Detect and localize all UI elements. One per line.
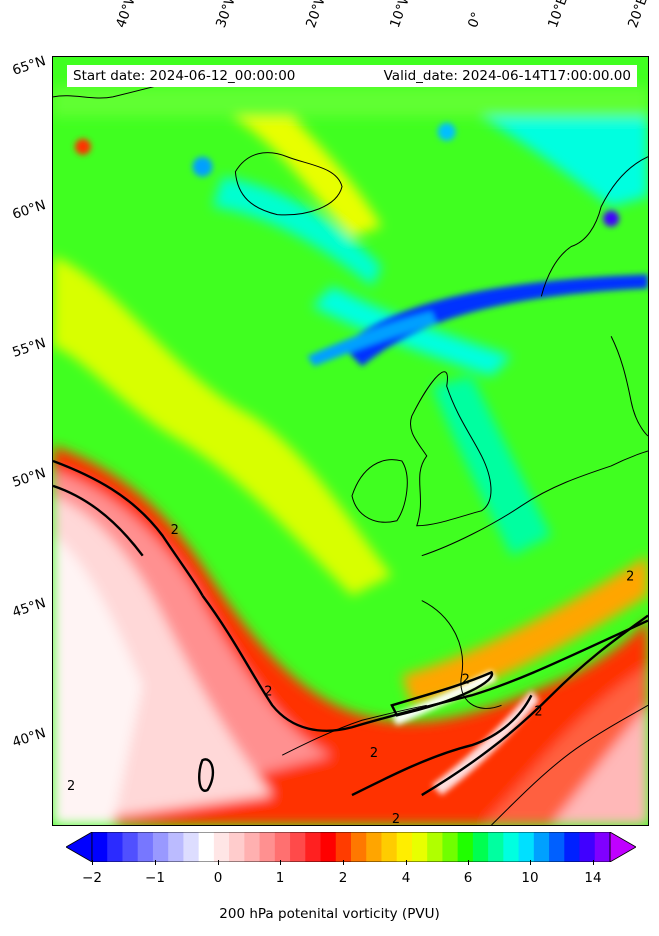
colorbar-tickmark bbox=[343, 860, 344, 865]
colorbar-swatch bbox=[396, 832, 413, 862]
contour-label-2: 2 bbox=[264, 684, 272, 699]
colorbar-swatch bbox=[122, 832, 139, 862]
colorbar-label: 200 hPa potenital vorticity (PVU) bbox=[219, 906, 440, 922]
colorbar-swatch bbox=[259, 832, 276, 862]
colorbar-swatch bbox=[351, 832, 367, 862]
colorbar-swatch bbox=[305, 832, 322, 862]
colorbar-swatch bbox=[533, 832, 550, 862]
colorbar-swatch bbox=[564, 832, 581, 862]
colorbar-tick-label: −2 bbox=[82, 870, 102, 886]
colorbar-swatch bbox=[472, 832, 489, 862]
contour-label-3: 2 bbox=[462, 672, 470, 687]
colorbar-swatch bbox=[244, 832, 261, 862]
colorbar-swatch bbox=[290, 832, 306, 862]
colorbar-swatch bbox=[198, 832, 215, 862]
colorbar-tick-label: 6 bbox=[463, 870, 473, 886]
colorbar-swatch bbox=[168, 832, 184, 862]
colorbar-tickmark bbox=[280, 860, 281, 865]
colorbar-tick-label: 2 bbox=[338, 870, 348, 886]
colorbar-swatch bbox=[594, 832, 611, 862]
colorbar-swatch bbox=[92, 832, 108, 862]
coastlines bbox=[53, 81, 648, 825]
colorbar-tickmark bbox=[155, 860, 156, 865]
contour-label-6: 2 bbox=[626, 570, 634, 585]
lat-label-55n: 55°N bbox=[10, 335, 48, 361]
lon-label-20e: 20°E bbox=[624, 0, 652, 31]
lat-label-60n: 60°N bbox=[10, 197, 48, 223]
colorbar-over-arrow bbox=[609, 832, 636, 862]
colorbar-swatch bbox=[549, 832, 565, 862]
colorbar-tickmark bbox=[406, 860, 407, 865]
contour-label-1: 2 bbox=[171, 523, 179, 538]
lon-label-10e: 10°E bbox=[544, 0, 572, 31]
colorbar-swatch bbox=[381, 832, 398, 862]
colorbar-swatch bbox=[107, 832, 123, 862]
colorbar-swatch bbox=[335, 832, 352, 862]
pv-colorbar bbox=[66, 832, 636, 862]
colorbar-tick-label: 0 bbox=[213, 870, 223, 886]
colorbar-swatch bbox=[320, 832, 337, 862]
lat-label-50n: 50°N bbox=[10, 465, 48, 491]
pv-2-contours bbox=[53, 459, 648, 797]
colorbar-tick-label: −1 bbox=[145, 870, 165, 886]
lat-label-45n: 45°N bbox=[10, 595, 48, 621]
date-info-bar: Start date: 2024-06-12_00:00:00 Valid_da… bbox=[67, 65, 637, 87]
colorbar-tickmark bbox=[468, 860, 469, 865]
colorbar-swatch bbox=[442, 832, 459, 862]
colorbar-swatch bbox=[488, 832, 504, 862]
colorbar-swatch bbox=[137, 832, 154, 862]
colorbar-tickmark bbox=[218, 860, 219, 865]
lon-label-10w: 10°W bbox=[386, 0, 415, 30]
colorbar-swatch bbox=[213, 832, 230, 862]
colorbar-under-arrow bbox=[66, 832, 93, 862]
colorbar-swatch bbox=[518, 832, 535, 862]
pv-field-map: 2 2 2 2 2 2 2 2 bbox=[53, 57, 648, 825]
colorbar-swatch bbox=[411, 832, 428, 862]
colorbar-swatch bbox=[152, 832, 169, 862]
lat-label-65n: 65°N bbox=[10, 53, 48, 79]
colorbar-tick-label: 14 bbox=[584, 870, 602, 886]
colorbar-tickmark bbox=[92, 860, 93, 865]
colorbar-tick-label: 1 bbox=[275, 870, 285, 886]
colorbar-swatch bbox=[366, 832, 382, 862]
colorbar-tickmark bbox=[530, 860, 531, 865]
lon-label-40w: 40°W bbox=[112, 0, 141, 30]
colorbar-swatch bbox=[503, 832, 520, 862]
colorbar-swatch bbox=[579, 832, 596, 862]
colorbar-swatch bbox=[229, 832, 245, 862]
lon-label-30w: 30°W bbox=[212, 0, 241, 30]
colorbar-tick-label: 4 bbox=[401, 870, 411, 886]
contour-label-5: 2 bbox=[534, 704, 542, 719]
colorbar-swatch bbox=[457, 832, 474, 862]
lon-label-0: 0° bbox=[464, 10, 486, 31]
colorbar-tick-label: 10 bbox=[521, 870, 539, 886]
contour-label-8: 2 bbox=[67, 779, 75, 794]
lon-label-20w: 20°W bbox=[302, 0, 331, 30]
start-date-text: Start date: 2024-06-12_00:00:00 bbox=[73, 68, 296, 84]
lat-label-40n: 40°N bbox=[10, 725, 48, 751]
colorbar-swatch bbox=[183, 832, 200, 862]
pv-map-panel: 2 2 2 2 2 2 2 2 Start date: 2024-06-12_0… bbox=[52, 56, 649, 826]
valid-date-text: Valid_date: 2024-06-14T17:00:00.00 bbox=[383, 68, 631, 84]
colorbar-swatch bbox=[274, 832, 291, 862]
colorbar-frame bbox=[91, 832, 611, 862]
colorbar-swatch bbox=[427, 832, 443, 862]
contour-label-4: 2 bbox=[370, 746, 378, 761]
contour-label-7: 2 bbox=[392, 812, 400, 825]
colorbar-tickmark bbox=[593, 860, 594, 865]
